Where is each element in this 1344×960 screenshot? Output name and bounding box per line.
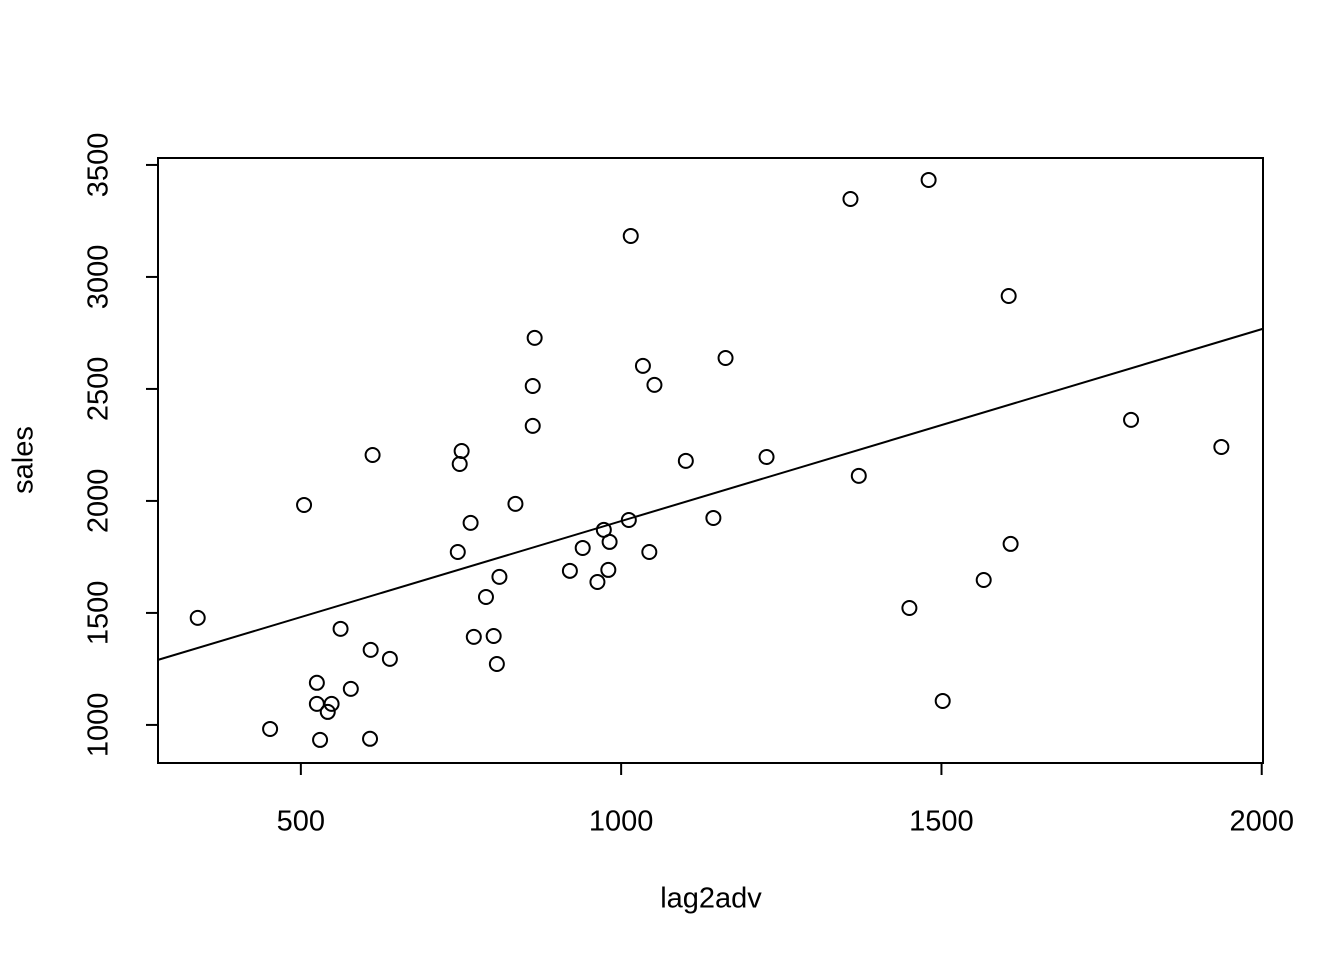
point [381, 650, 398, 667]
point [589, 574, 606, 591]
y-tick-label: 3000 [83, 245, 115, 310]
point [1002, 535, 1019, 552]
y-tick-label: 2000 [83, 469, 115, 534]
x-tick-label: 500 [277, 806, 325, 838]
y-tick-label: 2500 [83, 357, 115, 422]
point [312, 731, 329, 748]
point [465, 628, 482, 645]
x-axis-label: lag2adv [660, 883, 762, 915]
point [296, 496, 313, 513]
point [622, 227, 639, 244]
point [646, 376, 663, 393]
point [449, 544, 466, 561]
point [342, 680, 359, 697]
point [850, 467, 867, 484]
point [362, 641, 379, 658]
y-tick-label: 1500 [83, 581, 115, 646]
y-tick-label: 3500 [83, 133, 115, 198]
point [189, 609, 206, 626]
point [364, 447, 381, 464]
point [634, 357, 651, 374]
point [524, 378, 541, 395]
point [561, 562, 578, 579]
point [842, 190, 859, 207]
point [462, 514, 479, 531]
plot-box [157, 157, 1264, 764]
point [574, 539, 591, 556]
y-axis-label: sales [8, 426, 40, 494]
x-tick-label: 2000 [1229, 806, 1294, 838]
point [477, 589, 494, 606]
point [758, 449, 775, 466]
point [491, 568, 508, 585]
point [920, 171, 937, 188]
point [451, 455, 468, 472]
point [1000, 287, 1017, 304]
point [1213, 438, 1230, 455]
point [507, 495, 524, 512]
x-tick-label: 1500 [909, 806, 974, 838]
point [319, 703, 336, 720]
point [323, 695, 340, 712]
point [901, 599, 918, 616]
point [453, 442, 470, 459]
point [488, 655, 505, 672]
point [1123, 411, 1140, 428]
point [485, 627, 502, 644]
point [934, 692, 951, 709]
point [332, 620, 349, 637]
point [677, 452, 694, 469]
point [600, 561, 617, 578]
point [526, 329, 543, 346]
point [262, 720, 279, 737]
point [362, 730, 379, 747]
point [705, 509, 722, 526]
point [308, 674, 325, 691]
point [601, 533, 618, 550]
x-tick-label: 1000 [589, 806, 654, 838]
point [975, 571, 992, 588]
point [717, 350, 734, 367]
point [641, 544, 658, 561]
y-tick-label: 1000 [83, 693, 115, 758]
regression-line [157, 327, 1264, 661]
point [524, 417, 541, 434]
